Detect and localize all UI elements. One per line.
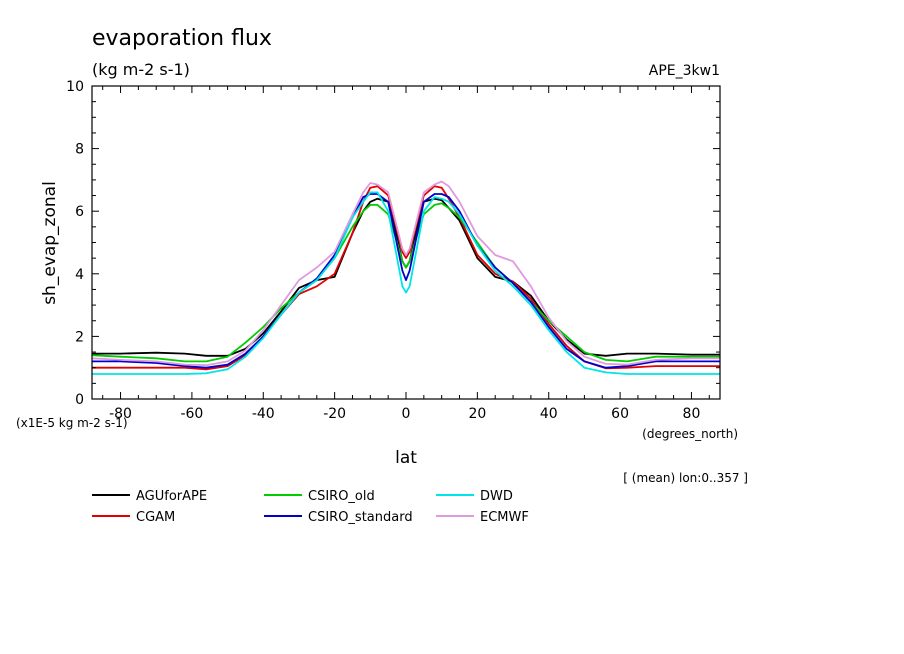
run-label: APE_3kw1 — [649, 63, 720, 79]
x-axis-ticks: -80 -60 -40 -20 0 20 40 60 80 — [102, 86, 710, 422]
legend-label: DWD — [480, 489, 513, 504]
y-axis-label: sh_evap_zonal — [40, 181, 60, 305]
series-line-csiro-old — [91, 202, 720, 363]
x-tick-label: 0 — [402, 406, 411, 422]
series-line-aguforape — [92, 197, 720, 357]
legend-label: AGUforAPE — [136, 489, 207, 504]
legend-label: CSIRO_old — [308, 489, 375, 504]
y-tick-label: 6 — [75, 204, 84, 220]
x-tick-label: 80 — [683, 406, 701, 422]
footnote: [ (mean) lon:0..357 ] — [623, 471, 748, 485]
legend-label: ECMWF — [480, 510, 529, 525]
chart-title: evaporation flux — [92, 26, 272, 51]
y-tick-label: 4 — [75, 267, 84, 283]
legend-label: CGAM — [136, 510, 175, 525]
x-tick-label: -20 — [323, 406, 346, 422]
y-axis-ticks: 0 2 4 6 8 10 — [66, 79, 720, 408]
y-tick-label: 0 — [75, 392, 84, 408]
series-line-dwd — [92, 191, 720, 375]
x-tick-label: 20 — [468, 406, 486, 422]
chart-subtitle: (kg m-2 s-1) — [92, 60, 190, 79]
x-tick-label: -60 — [180, 406, 203, 422]
x-tick-label: 40 — [540, 406, 558, 422]
y-tick-label: 2 — [75, 329, 84, 345]
y-scale-note: (x1E-5 kg m-2 s-1) — [16, 416, 128, 430]
y-tick-label: 8 — [75, 142, 84, 158]
y-tick-label: 10 — [66, 79, 84, 95]
series-line-ecmwf — [91, 180, 720, 367]
x-axis-unit: (degrees_north) — [642, 427, 738, 441]
legend-label: CSIRO_standard — [308, 510, 413, 525]
x-axis-label: lat — [395, 448, 417, 468]
legend: AGUforAPE CGAM CSIRO_old CSIRO_standard DWD E… — [92, 489, 529, 525]
plot-frame — [91, 85, 721, 400]
x-tick-label: 60 — [611, 406, 629, 422]
series-layer — [91, 180, 720, 375]
series-line-csiro-standard — [92, 193, 720, 369]
x-tick-label: -40 — [252, 406, 275, 422]
x-tick-label: -80 — [109, 406, 132, 422]
